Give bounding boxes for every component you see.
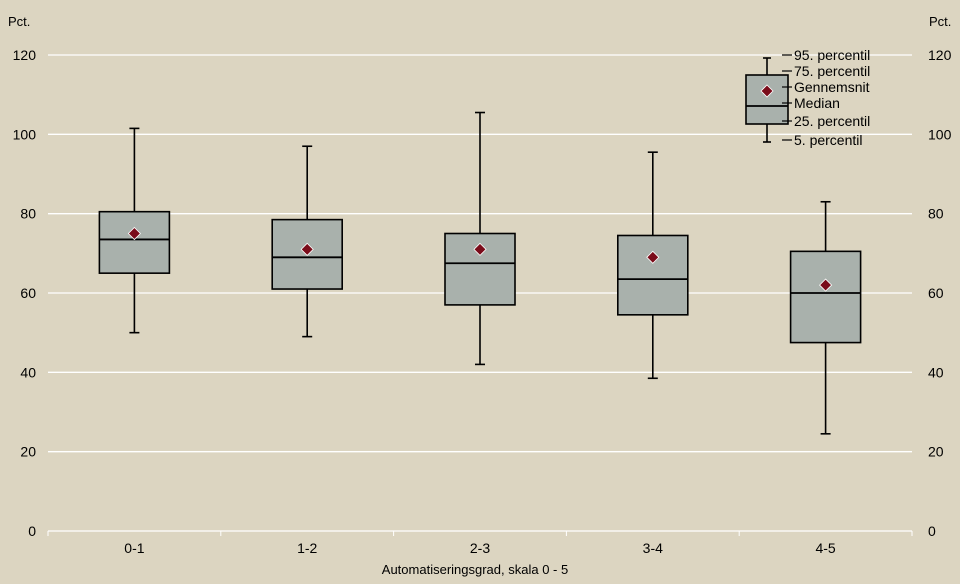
box-iqr [745,74,789,125]
box-legend [745,57,789,143]
x-axis-title: Automatiseringsgrad, skala 0 - 5 [382,562,568,577]
box-4-5 [789,200,862,435]
y-tick-label-left: 60 [20,285,36,301]
x-tick-label: 3-4 [643,540,663,556]
x-tick-label: 4-5 [815,540,835,556]
box-1-2 [271,145,344,338]
x-tick-label: 2-3 [470,540,490,556]
x-axis: 0-1 1-2 2-3 3-4 4-5 [47,531,913,556]
y-tick-label-left: 80 [20,206,36,222]
legend-label-p25: 25. percentil [794,113,870,129]
y-tick-label-right: 120 [928,47,952,63]
mean-marker [646,250,660,264]
box-3-4 [616,151,689,380]
y-tick-label-right: 20 [928,444,944,460]
legend-label-mean: Gennemsnit [794,79,870,95]
y-tick-label-right: 60 [928,285,944,301]
box-iqr [616,234,689,316]
mean-marker [127,226,141,241]
mean-marker [760,84,774,98]
y-tick-label-left: 20 [20,444,36,460]
y-tick-label-right: 100 [928,126,952,142]
mean-marker [819,278,833,292]
y-tick-label-right: 40 [928,364,944,380]
box-series [98,111,862,435]
y-tick-label-left: 40 [20,364,36,380]
y-tick-label-right: 0 [928,523,936,539]
box-0-1 [98,127,171,334]
mean-marker [473,242,487,256]
legend-label-p95: 95. percentil [794,47,870,63]
box-iqr [98,210,171,274]
y-tick-label-left: 100 [13,126,37,142]
y-tick-label-right: 80 [928,206,944,222]
legend-label-p75: 75. percentil [794,63,870,79]
y-axis-label-right: Pct. [929,14,951,29]
box-iqr [789,250,862,344]
y-axis-left: 0 20 40 60 80 100 120 [13,47,37,539]
legend-label-p5: 5. percentil [794,132,862,148]
x-tick-label: 1-2 [297,540,317,556]
y-axis-right: 0 20 40 60 80 100 120 [928,47,952,539]
y-tick-label-left: 0 [28,523,36,539]
mean-marker [300,242,314,256]
x-tick-label: 0-1 [124,540,144,556]
y-tick-label-left: 120 [13,47,37,63]
legend-label-median: Median [794,95,840,111]
y-axis-label-left: Pct. [8,14,30,29]
box-2-3 [444,111,516,366]
